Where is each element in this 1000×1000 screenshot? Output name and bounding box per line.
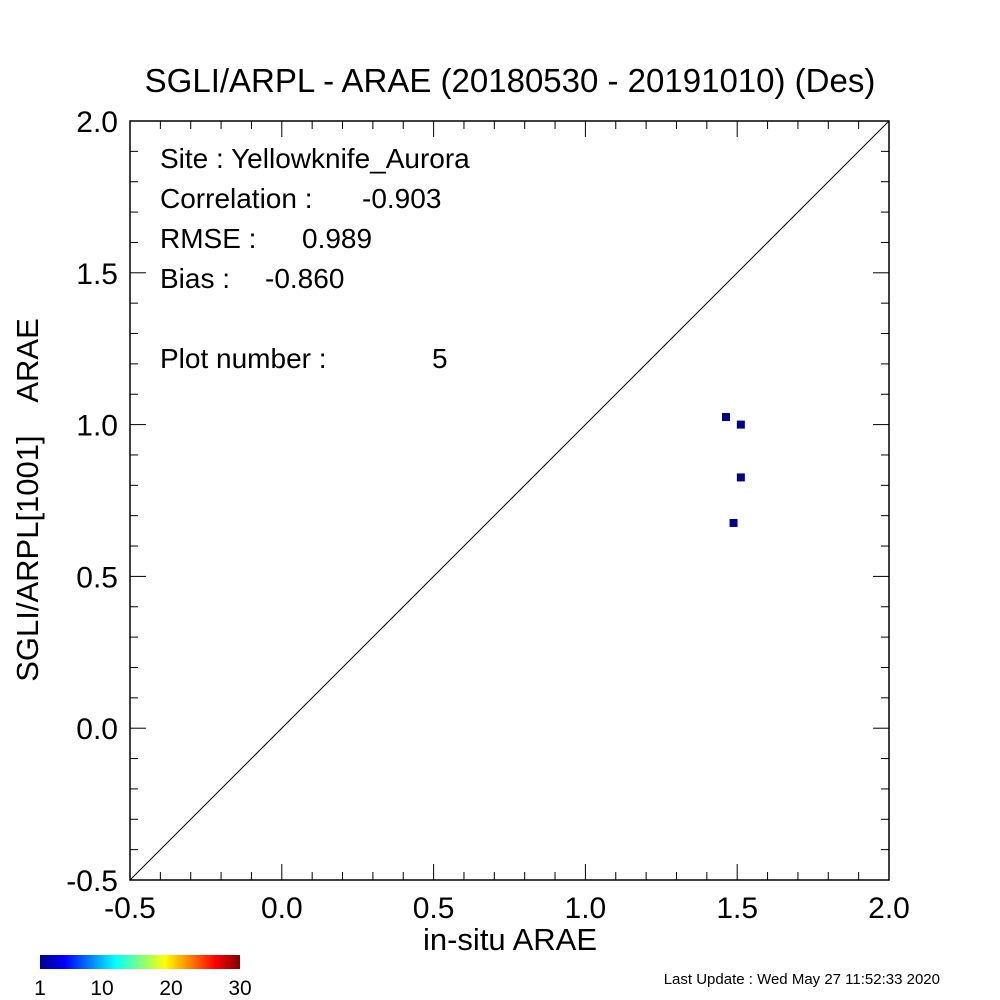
rmse-label: RMSE : bbox=[160, 223, 256, 254]
bias-value: -0.860 bbox=[265, 263, 344, 294]
y-tick-labels: -0.5 0.0 0.5 1.0 1.5 2.0 bbox=[66, 106, 118, 898]
x-tick-label: 0.5 bbox=[413, 892, 455, 925]
x-tick-label: 2.0 bbox=[868, 892, 910, 925]
colorbar-tick-label: 20 bbox=[159, 977, 182, 1000]
colorbar-gradient bbox=[40, 955, 240, 969]
colorbar: 1 10 20 30 bbox=[34, 955, 252, 1000]
x-tick-label: 0.0 bbox=[261, 892, 303, 925]
colorbar-tick-label: 1 bbox=[34, 977, 46, 1000]
colorbar-tick-label: 10 bbox=[90, 977, 113, 1000]
data-point bbox=[736, 420, 745, 429]
minor-ticks bbox=[130, 121, 889, 880]
y-tick-label: 0.5 bbox=[76, 561, 118, 594]
data-point bbox=[736, 473, 745, 482]
one-to-one-reference-line bbox=[129, 120, 890, 881]
colorbar-tick-labels: 1 10 20 30 bbox=[34, 977, 252, 1000]
data-point bbox=[721, 413, 730, 422]
x-tick-labels: -0.5 0.0 0.5 1.0 1.5 2.0 bbox=[104, 892, 910, 925]
site-text: Site : Yellowknife_Aurora bbox=[160, 143, 470, 174]
y-tick-label: 1.5 bbox=[76, 258, 118, 291]
x-tick-label: 1.0 bbox=[565, 892, 607, 925]
y-tick-label: 2.0 bbox=[76, 106, 118, 139]
y-axis-label: SGLI/ARPL[1001] ARAE bbox=[10, 318, 45, 682]
x-tick-label: 1.5 bbox=[716, 892, 758, 925]
correlation-label: Correlation : bbox=[160, 183, 313, 214]
plot-number-label: Plot number : bbox=[160, 343, 327, 374]
data-points bbox=[721, 413, 745, 527]
correlation-value: -0.903 bbox=[362, 183, 441, 214]
stats-panel: Site : Yellowknife_Aurora Correlation : … bbox=[160, 143, 470, 374]
chart-title: SGLI/ARPL - ARAE (20180530 - 20191010) (… bbox=[145, 62, 876, 99]
plot-frame bbox=[129, 120, 890, 881]
rmse-value: 0.989 bbox=[302, 223, 372, 254]
y-tick-label: -0.5 bbox=[66, 865, 118, 898]
data-point bbox=[729, 518, 738, 527]
x-tick-label: -0.5 bbox=[104, 892, 156, 925]
y-tick-label: 0.0 bbox=[76, 713, 118, 746]
last-update-text: Last Update : Wed May 27 11:52:33 2020 bbox=[664, 971, 940, 988]
y-tick-label: 1.0 bbox=[76, 410, 118, 443]
x-axis-label: in-situ ARAE bbox=[423, 922, 597, 957]
bias-label: Bias : bbox=[160, 263, 230, 294]
colorbar-tick-label: 30 bbox=[228, 977, 251, 1000]
plot-number-value: 5 bbox=[432, 343, 448, 374]
